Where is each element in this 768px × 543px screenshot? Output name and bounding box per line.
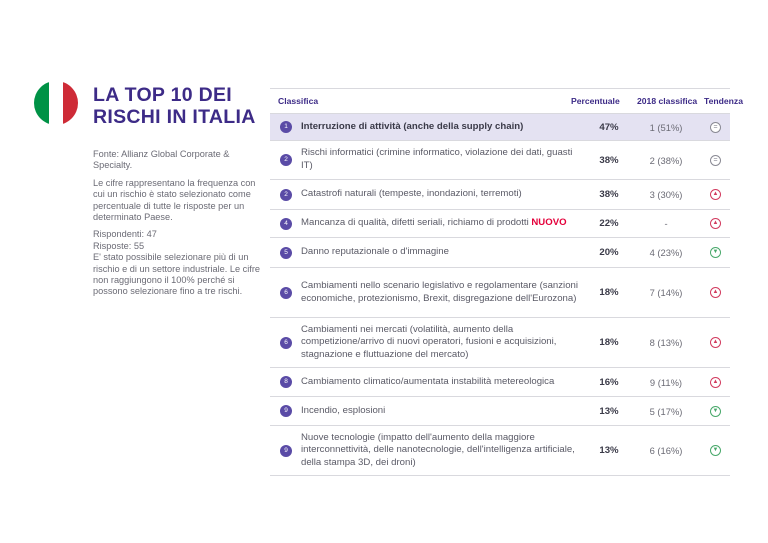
respondents-count: Rispondenti: 47 xyxy=(93,229,157,240)
risk-cell: Cambiamenti nello scenario legislativo e… xyxy=(301,276,578,309)
risk-description: Interruzione di attività (anche della su… xyxy=(301,120,524,132)
percent-value: 20% xyxy=(599,247,619,258)
rank-badge: 2 xyxy=(280,188,292,201)
risk-description: Catastrofi naturali (tempeste, inondazio… xyxy=(301,188,522,200)
rank-badge: 9 xyxy=(280,405,292,417)
percent-value: 47% xyxy=(599,121,619,133)
percent-value: 22% xyxy=(599,218,619,229)
risk-cell: Nuove tecnologie (impatto dell'aumento d… xyxy=(301,428,578,474)
trend-up-icon: ▲ xyxy=(710,287,721,298)
risk-description: Rischi informatici (crimine informatico,… xyxy=(301,147,573,171)
info-panel: Fonte: Allianz Global Corporate & Specia… xyxy=(93,149,263,298)
percent-value: 18% xyxy=(599,287,619,298)
rank-2018-value: 2 (38%) xyxy=(649,154,683,166)
risk-description: Cambiamenti nello scenario legislativo e… xyxy=(301,279,578,304)
table-row: 6 Cambiamenti nei mercati (volatilità, au… xyxy=(270,318,730,368)
trend-eq-icon: = xyxy=(710,121,721,133)
page-title: LA TOP 10 DEI RISCHI IN ITALIA xyxy=(93,84,256,128)
table-row: 4 Mancanza di qualità, difetti seriali, r… xyxy=(270,210,730,238)
header-rank: Classifica xyxy=(278,96,319,106)
risk-cell: Mancanza di qualità, difetti seriali, ri… xyxy=(301,213,578,234)
risk-cell: Cambiamenti nei mercati (volatilità, aum… xyxy=(301,320,578,366)
trend-up-icon: ▲ xyxy=(710,376,721,388)
rank-2018-value: - xyxy=(664,218,668,229)
rank-2018-value: 8 (13%) xyxy=(649,337,683,348)
risk-description: Nuove tecnologie (impatto dell'aumento d… xyxy=(301,431,575,468)
risk-cell: Danno reputazionale o d'immagine xyxy=(301,242,578,263)
rank-2018-value: 7 (14%) xyxy=(649,287,683,298)
trend-down-icon: ▼ xyxy=(710,405,721,417)
flag-red-band xyxy=(63,81,78,125)
rank-badge: 6 xyxy=(280,336,292,349)
rank-badge: 5 xyxy=(280,246,292,259)
risk-cell: Cambiamento climatico/aumentata instabil… xyxy=(301,372,578,393)
table-row: 9 Incendio, esplosioni 13% 5 (17%) ▼ xyxy=(270,397,730,426)
source-note: Fonte: Allianz Global Corporate & Specia… xyxy=(93,149,230,171)
percent-value: 38% xyxy=(599,189,619,200)
rank-2018-value: 9 (11%) xyxy=(649,376,683,388)
percent-value: 38% xyxy=(599,154,619,166)
percent-value: 13% xyxy=(599,445,619,456)
header-trend: Tendenza xyxy=(704,96,743,106)
risk-description: Cambiamenti nei mercati (volatilità, aum… xyxy=(301,323,557,360)
table-row: 2 Catastrofi naturali (tempeste, inondazi… xyxy=(270,180,730,210)
table-row: 9 Nuove tecnologie (impatto dell'aumento … xyxy=(270,426,730,476)
responses-count: Risposte: 55 xyxy=(93,240,145,251)
rank-badge: 1 xyxy=(280,121,292,133)
table-row: 8 Cambiamento climatico/aumentata instabi… xyxy=(270,368,730,397)
rank-2018-value: 6 (16%) xyxy=(649,445,683,456)
risk-description: Incendio, esplosioni xyxy=(301,404,386,416)
risk-cell: Catastrofi naturali (tempeste, inondazio… xyxy=(301,184,578,205)
trend-down-icon: ▼ xyxy=(710,247,721,258)
title-line-2: RISCHI IN ITALIA xyxy=(93,106,256,128)
rank-2018-value: 3 (30%) xyxy=(649,189,683,200)
risk-cell: Rischi informatici (crimine informatico,… xyxy=(301,143,578,176)
rank-2018-value: 1 (51%) xyxy=(649,121,683,133)
trend-down-icon: ▼ xyxy=(710,445,721,456)
table-body: 1 Interruzione di attività (anche della s… xyxy=(270,114,730,476)
header-percent: Percentuale xyxy=(571,96,620,106)
trend-up-icon: ▲ xyxy=(710,189,721,200)
table-header: Classifica Percentuale 2018 classifica T… xyxy=(270,88,743,114)
risk-description: Danno reputazionale o d'immagine xyxy=(301,246,449,258)
method-note: Le cifre rappresentano la frequenza con … xyxy=(93,177,256,223)
risk-description: Mancanza di qualità, difetti seriali, ri… xyxy=(301,217,529,229)
rank-2018-value: 4 (23%) xyxy=(649,247,683,258)
flag-white-band xyxy=(48,81,64,125)
risk-table: Classifica Percentuale 2018 classifica T… xyxy=(270,88,743,476)
percent-value: 18% xyxy=(599,337,619,348)
rank-badge: 8 xyxy=(280,376,292,388)
italy-flag-icon xyxy=(34,81,78,125)
trend-up-icon: ▲ xyxy=(710,218,721,229)
table-row: 1 Interruzione di attività (anche della s… xyxy=(270,114,730,141)
percent-value: 16% xyxy=(599,376,619,388)
title-line-1: LA TOP 10 DEI xyxy=(93,84,233,106)
new-badge: NUOVO xyxy=(531,217,567,229)
table-row: 5 Danno reputazionale o d'immagine 20% 4 (2… xyxy=(270,238,730,268)
rank-2018-value: 5 (17%) xyxy=(649,405,683,417)
table-row: 6 Cambiamenti nello scenario legislativo … xyxy=(270,268,730,318)
trend-eq-icon: = xyxy=(710,154,721,166)
rank-badge: 4 xyxy=(280,217,292,230)
multi-select-note: E' stato possibile selezionare più di un… xyxy=(93,252,260,297)
rank-badge: 2 xyxy=(280,154,292,166)
risk-cell: Interruzione di attività (anche della su… xyxy=(301,117,578,138)
rank-badge: 6 xyxy=(280,286,292,299)
risk-description: Cambiamento climatico/aumentata instabil… xyxy=(301,375,555,387)
percent-value: 13% xyxy=(599,405,619,417)
header-2018-rank: 2018 classifica xyxy=(637,96,698,106)
trend-up-icon: ▲ xyxy=(710,337,721,348)
flag-green-band xyxy=(34,81,49,125)
risk-cell: Incendio, esplosioni xyxy=(301,401,578,422)
rank-badge: 9 xyxy=(280,444,292,457)
table-row: 2 Rischi informatici (crimine informatico… xyxy=(270,141,730,180)
